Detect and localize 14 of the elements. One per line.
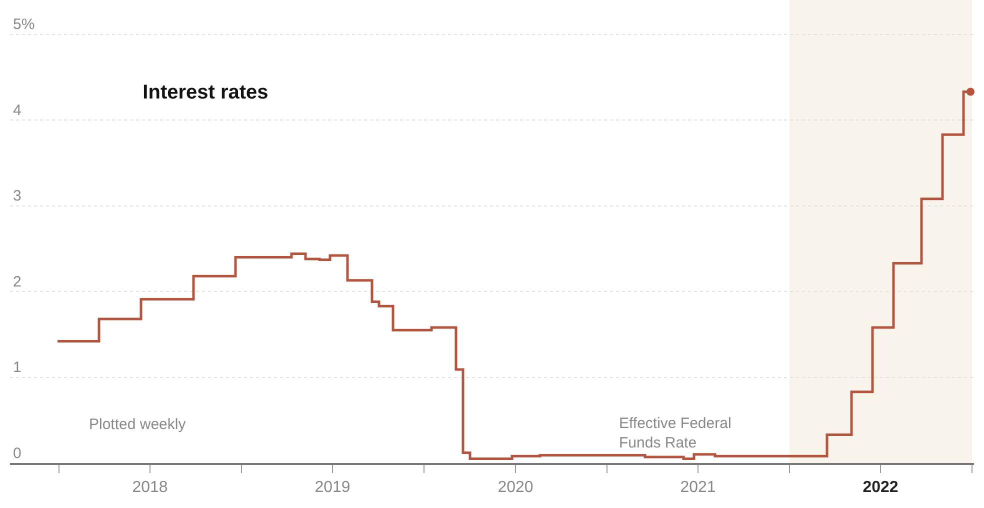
text: Interest rates [142,81,268,104]
x-tick-label: 2020 [498,478,534,496]
x-tick-label: 2022 [862,478,898,496]
annotation: Plotted weekly [89,416,186,433]
x-tick-label: 2018 [132,478,168,496]
x-tick-label: 2019 [314,478,350,496]
y-tick-label: 3 [13,188,22,205]
y-tick-label: 2 [13,273,22,290]
y-tick-label: 0 [13,444,22,462]
y-tick-label: 1 [13,359,22,376]
y-tick-label: 4 [13,102,22,119]
x-tick-label: 2021 [680,478,716,496]
annotation: Effective Federal Funds Rate [619,415,732,452]
y-tick-label: 5% [13,16,35,34]
